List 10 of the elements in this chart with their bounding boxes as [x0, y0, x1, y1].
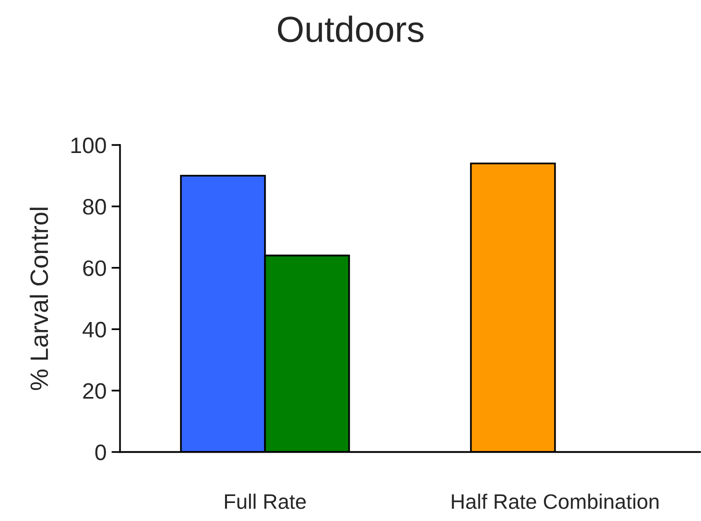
y-tick-label: 40 — [82, 322, 106, 338]
y-tick-label: 0 — [95, 444, 106, 460]
y-tick-label: 100 — [71, 138, 106, 154]
chart-title: Outdoors — [278, 16, 424, 42]
x-tick-label: Full Rate — [225, 494, 306, 509]
y-tick-label: 20 — [83, 383, 106, 399]
y-axis-title: % Larval Control — [30, 208, 48, 390]
y-tick-label: 80 — [83, 198, 106, 215]
x-tick-label: Half Rate Combination — [452, 494, 658, 509]
y-tick-label: 60 — [83, 260, 106, 276]
